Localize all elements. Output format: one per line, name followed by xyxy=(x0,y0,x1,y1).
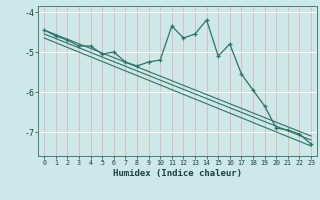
X-axis label: Humidex (Indice chaleur): Humidex (Indice chaleur) xyxy=(113,169,242,178)
